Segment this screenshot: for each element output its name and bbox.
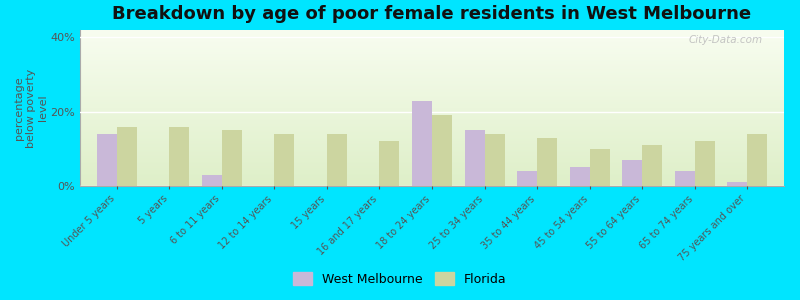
Bar [412,100,432,186]
Title: Breakdown by age of poor female residents in West Melbourne: Breakdown by age of poor female resident… [113,5,751,23]
Bar [622,160,642,186]
Y-axis label: percentage
below poverty
level: percentage below poverty level [14,68,48,148]
Bar [642,145,662,186]
Bar [674,171,694,186]
Bar [727,182,747,186]
Bar [517,171,537,186]
Bar [170,127,190,186]
Bar [327,134,347,186]
Text: City-Data.com: City-Data.com [689,35,763,45]
Legend: West Melbourne, Florida: West Melbourne, Florida [288,267,512,291]
Bar [537,138,557,186]
Bar [465,130,485,186]
Bar [747,134,767,186]
Bar [379,141,399,186]
Bar [694,141,714,186]
Bar [570,167,590,186]
Bar [97,134,117,186]
Bar [590,149,610,186]
Bar [117,127,137,186]
Bar [432,116,452,186]
Bar [485,134,505,186]
Bar [202,175,222,186]
Bar [222,130,242,186]
Bar [274,134,294,186]
